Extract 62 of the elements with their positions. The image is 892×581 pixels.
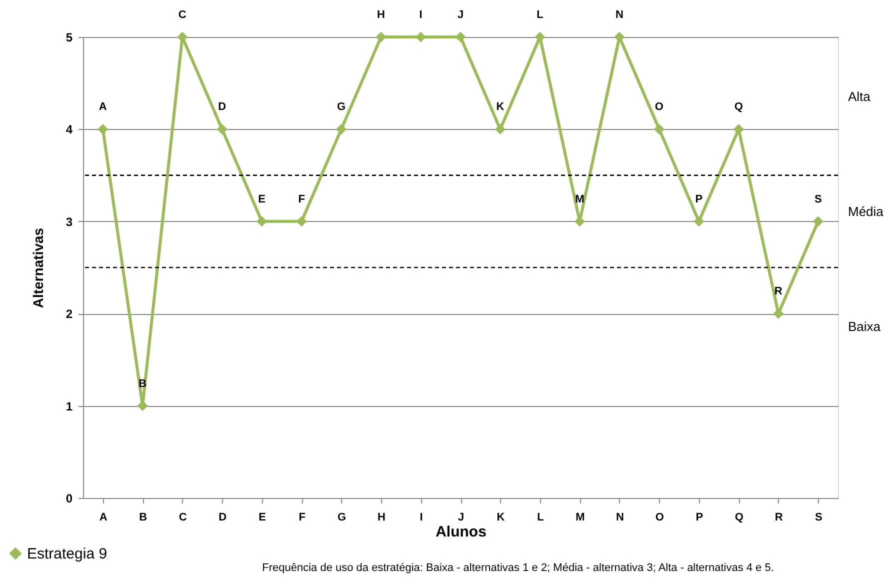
data-label: F xyxy=(298,193,306,206)
point xyxy=(494,124,506,134)
point xyxy=(812,216,824,227)
data-label: D xyxy=(218,101,226,114)
x-tick-label: M xyxy=(576,512,585,524)
x-tick-label: D xyxy=(218,512,227,524)
point xyxy=(733,124,744,134)
point xyxy=(376,32,386,42)
text: Média xyxy=(848,204,884,219)
data-label: A xyxy=(98,101,107,114)
point xyxy=(694,216,704,227)
y-tick-label: 5 xyxy=(66,30,73,44)
y-axis-title: Alternativas xyxy=(30,228,46,308)
point xyxy=(654,124,664,134)
x-tick-label: L xyxy=(537,512,544,524)
x-tick-label: A xyxy=(99,512,108,524)
point xyxy=(256,216,268,227)
x-tick-label: I xyxy=(420,512,423,524)
data-label: R xyxy=(774,286,782,298)
point xyxy=(336,124,347,134)
data-label: J xyxy=(457,9,464,21)
point xyxy=(137,400,148,412)
x-tick-label: E xyxy=(258,512,266,524)
x-tick-label: B xyxy=(139,512,148,524)
point xyxy=(296,216,307,227)
data-label: E xyxy=(258,193,266,206)
data-label: Q xyxy=(734,101,744,114)
data-label: G xyxy=(337,101,346,114)
data-label: P xyxy=(695,193,703,206)
y-tick-label: 0 xyxy=(66,492,73,506)
data-label: I xyxy=(419,9,422,21)
data-label: L xyxy=(536,9,544,21)
x-tick-label: K xyxy=(496,512,505,524)
text: Alta xyxy=(848,89,872,104)
data-label: H xyxy=(377,9,386,21)
x-tick-label: C xyxy=(178,512,187,524)
x-tick-label: O xyxy=(655,512,664,524)
legend-label: Estrategia 9 xyxy=(27,546,108,562)
point xyxy=(455,32,466,42)
data-label: S xyxy=(814,193,822,206)
data-label: O xyxy=(654,101,664,114)
x-tick-label: N xyxy=(616,512,624,524)
y-tick-label: 3 xyxy=(66,214,73,229)
x-tick-label: P xyxy=(696,512,704,524)
y-tick-label: 2 xyxy=(66,307,73,322)
data-label: K xyxy=(496,101,504,114)
data-label: C xyxy=(178,9,186,21)
point xyxy=(216,124,228,134)
x-tick-label: S xyxy=(814,512,822,524)
x-tick-label: F xyxy=(298,512,306,524)
x-tick-label: G xyxy=(338,512,346,524)
x-tick-label: R xyxy=(774,512,783,524)
x-tick-label: H xyxy=(378,512,386,524)
text: Baixa xyxy=(848,319,882,334)
text: Frequência de uso da estratégia: Baixa - alternativas 1 e 2; Média - alternativa 3; Alta - alternativas 4 e 5. xyxy=(262,562,774,574)
x-tick-label: Q xyxy=(734,512,744,524)
y-tick-label: 1 xyxy=(66,399,73,414)
y-tick-label: 4 xyxy=(66,122,73,137)
data-label: N xyxy=(615,9,624,21)
x-axis-title: Alunos xyxy=(436,524,486,540)
x-tick-label: J xyxy=(458,512,464,524)
point xyxy=(98,124,108,134)
